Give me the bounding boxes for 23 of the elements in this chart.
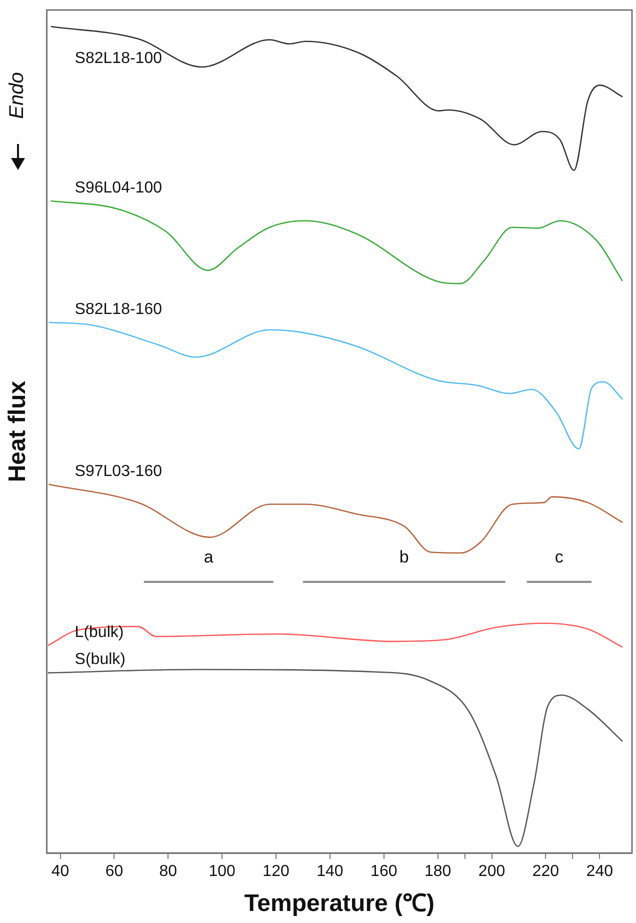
x-axis-title: Temperature (℃) xyxy=(244,890,435,918)
x-tick-label: 140 xyxy=(316,863,344,880)
text: Endo xyxy=(6,72,28,118)
x-tick-label: 160 xyxy=(370,863,398,880)
x-tick-label: 40 xyxy=(51,863,70,880)
x-tick-label: 240 xyxy=(586,863,614,880)
x-tick-label: 120 xyxy=(262,863,290,880)
x-tick-label: 220 xyxy=(532,863,560,880)
series-label: S(bulk) xyxy=(74,651,126,668)
series-label: L(bulk) xyxy=(74,624,124,641)
x-tick-label: 180 xyxy=(424,863,452,880)
series-label: S96L04-100 xyxy=(74,179,162,196)
annotation: c xyxy=(554,548,564,567)
series-label: S97L03-160 xyxy=(74,462,162,480)
x-tick-label: 80 xyxy=(159,863,178,880)
x-tick-label: 200 xyxy=(478,863,506,880)
x-tick-label: 100 xyxy=(208,863,236,880)
x-tick-label: 60 xyxy=(105,863,124,880)
annotation: b xyxy=(399,548,409,567)
series-label: S82L18-160 xyxy=(74,300,162,318)
series-label: S82L18-100 xyxy=(74,50,162,67)
annotation: a xyxy=(204,548,214,567)
y-axis-title: Heat flux xyxy=(4,380,32,482)
